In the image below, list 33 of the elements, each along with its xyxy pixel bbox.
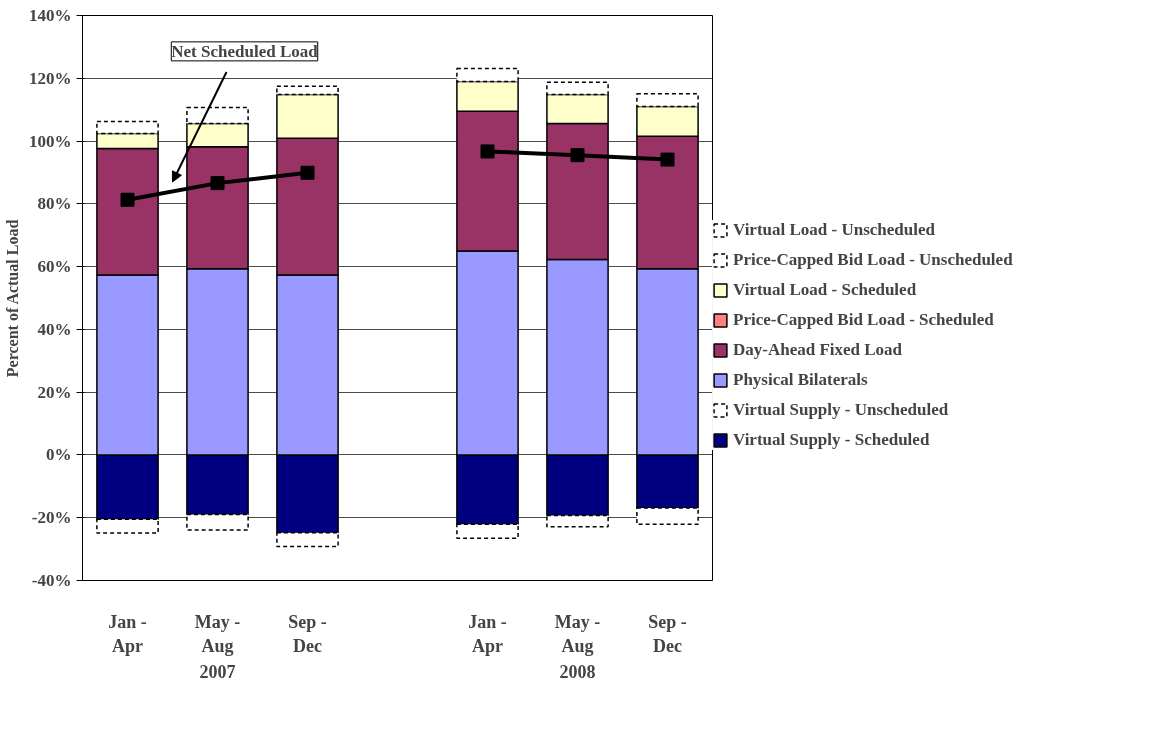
point bbox=[480, 144, 495, 159]
y-tick-label: 80% bbox=[37, 194, 72, 214]
point bbox=[660, 152, 675, 167]
point bbox=[120, 192, 135, 207]
y-tick-label: 40% bbox=[37, 319, 72, 339]
y-tick-label: 120% bbox=[29, 68, 72, 88]
legend-label: Physical Bilaterals bbox=[733, 370, 868, 390]
y-tick-label: 140% bbox=[29, 6, 72, 25]
point bbox=[210, 176, 225, 191]
x-tick-label: Jan - Apr bbox=[108, 611, 147, 656]
x-tick-label: Sep - Dec bbox=[288, 611, 327, 656]
legend-label: Virtual Load - Scheduled bbox=[733, 280, 917, 300]
x-tick-label: May - Aug bbox=[554, 611, 601, 656]
y-tick-label: -20% bbox=[31, 508, 72, 528]
x-tick-label: Sep - Dec bbox=[648, 611, 687, 656]
text: 2007 bbox=[199, 661, 236, 682]
y-tick-label: 60% bbox=[37, 257, 72, 277]
legend-label: Day-Ahead Fixed Load bbox=[733, 340, 903, 360]
y-axis-title: Percent of Actual Load bbox=[4, 219, 21, 378]
point bbox=[300, 165, 315, 180]
y-tick-label: 0% bbox=[46, 445, 72, 465]
legend-label: Virtual Supply - Scheduled bbox=[733, 430, 930, 450]
y-tick-label: -40% bbox=[31, 571, 72, 590]
x-tick-label: May - Aug bbox=[194, 611, 241, 656]
legend-label: Virtual Supply - Unscheduled bbox=[733, 400, 949, 420]
legend-label: Price-Capped Bid Load - Unscheduled bbox=[733, 250, 1013, 270]
text: 2008 bbox=[559, 661, 596, 682]
y-tick-label: 20% bbox=[37, 382, 72, 402]
legend-label: Price-Capped Bid Load - Scheduled bbox=[733, 310, 994, 330]
legend-label: Virtual Load - Unscheduled bbox=[733, 220, 935, 240]
y-tick-label: 100% bbox=[29, 131, 72, 151]
point bbox=[570, 148, 585, 163]
x-tick-label: Jan - Apr bbox=[468, 611, 507, 656]
